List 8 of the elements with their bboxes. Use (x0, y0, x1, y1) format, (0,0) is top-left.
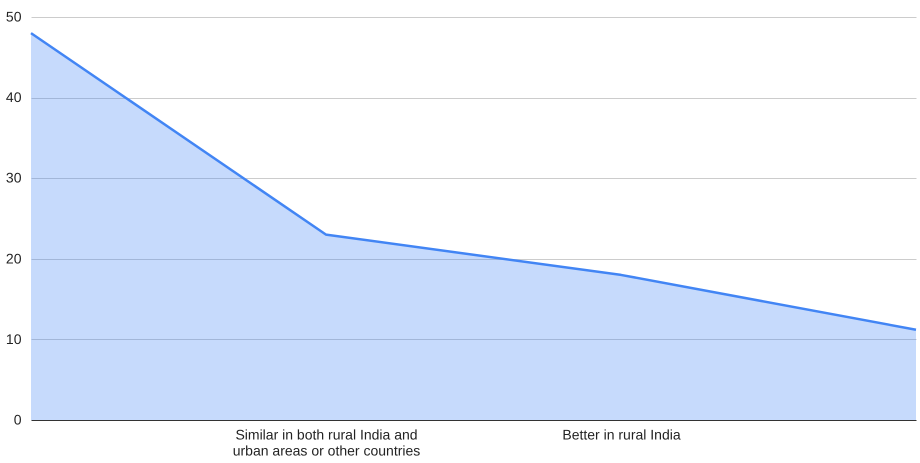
x-tick-label: Better in rural India (562, 426, 681, 442)
y-tick-label: 20 (6, 250, 22, 266)
y-tick-label: 30 (6, 170, 22, 186)
y-tick-label: 40 (6, 89, 22, 106)
y-tick-label: 0 (14, 412, 22, 428)
y-tick-label: 50 (6, 8, 22, 24)
y-tick-label: 10 (6, 330, 22, 347)
x-tick-label: Similar in both rural India and urban areas or other countries (232, 426, 420, 458)
